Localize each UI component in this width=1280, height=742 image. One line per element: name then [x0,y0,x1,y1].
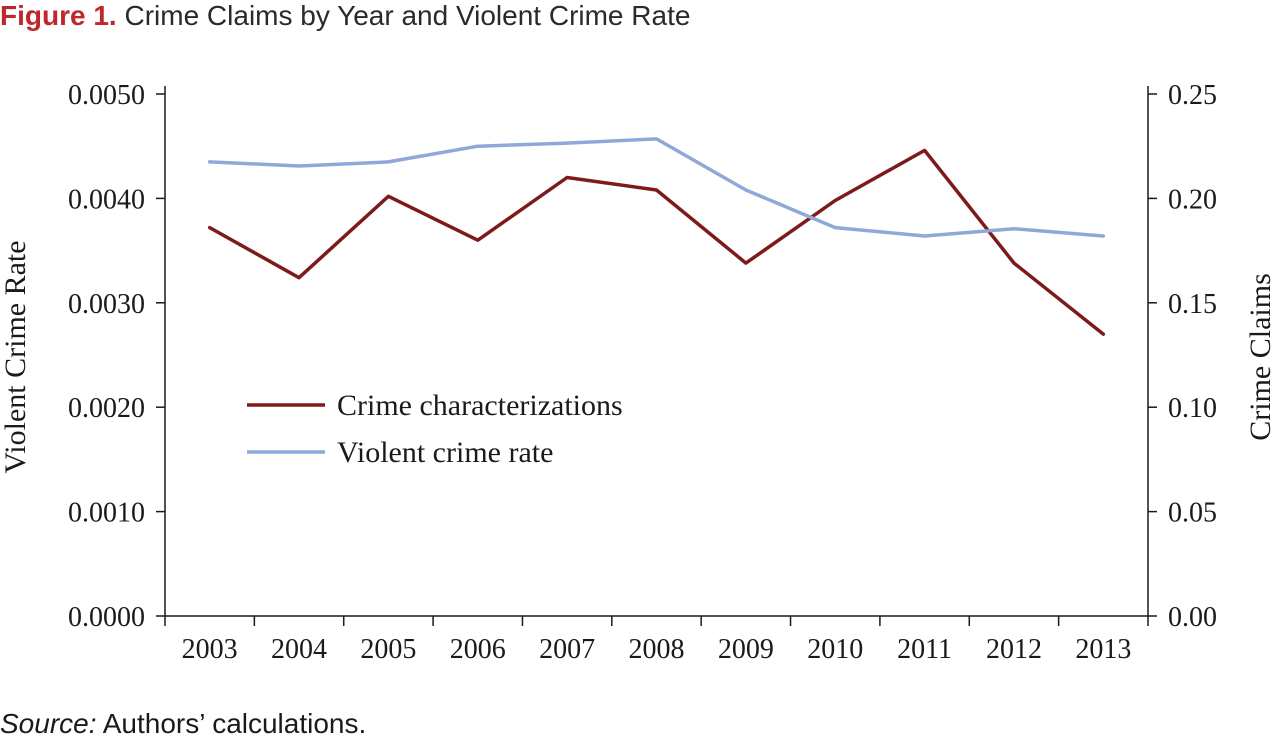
right-axis-tick-label: 0.25 [1168,80,1217,111]
x-axis-tick-label: 2012 [986,634,1042,665]
source-label: Source: [0,708,97,739]
left-axis-title: Violent Crime Rate [0,240,32,473]
figure-title-text: Crime Claims by Year and Violent Crime R… [124,0,691,31]
series-line-crime-characterizations [207,148,1106,336]
left-axis-tick-label: 0.0040 [68,184,145,215]
series-line-violent-crime-rate [207,137,1106,238]
x-axis-tick-label: 2003 [182,634,238,665]
left-axis-tick-label: 0.0000 [68,602,145,633]
x-axis-tick-label: 2013 [1075,634,1131,665]
left-axis-tick-label: 0.0050 [68,80,145,111]
right-axis-tick-label: 0.20 [1168,184,1217,215]
right-axis-tick-label: 0.10 [1168,393,1217,424]
legend-label-crime-characterizations: Crime characterizations [337,389,623,422]
x-axis-tick-label: 2011 [897,634,952,665]
figure-source: Source: Authors’ calculations. [0,706,366,742]
right-axis-title: Crime Claims [1244,273,1277,441]
right-axis-tick-label: 0.15 [1168,289,1217,320]
x-axis-tick-label: 2008 [629,634,685,665]
figure-title: Figure 1. Crime Claims by Year and Viole… [0,0,690,36]
left-axis-tick-label: 0.0010 [68,498,145,529]
x-axis-tick-label: 2007 [539,634,595,665]
line-chart: 0.0000 0.0010 0.0020 0.0030 0.0040 0.0050 0.00… [0,80,1277,665]
legend-label-violent-crime-rate: Violent crime rate [337,436,553,469]
x-axis-tick-label: 2005 [360,634,416,665]
right-axis-tick-label: 0.00 [1168,602,1217,633]
figure-label: Figure 1. [0,0,117,31]
right-axis-tick-label: 0.05 [1168,498,1217,529]
left-axis-tick-label: 0.0030 [68,289,145,320]
x-axis-tick-label: 2009 [718,634,774,665]
x-axis-tick-label: 2006 [450,634,506,665]
x-axis-tick-label: 2004 [271,634,327,665]
left-axis-tick-label: 0.0020 [68,393,145,424]
source-text: Authors’ calculations. [96,708,367,739]
x-axis-tick-label: 2010 [807,634,863,665]
